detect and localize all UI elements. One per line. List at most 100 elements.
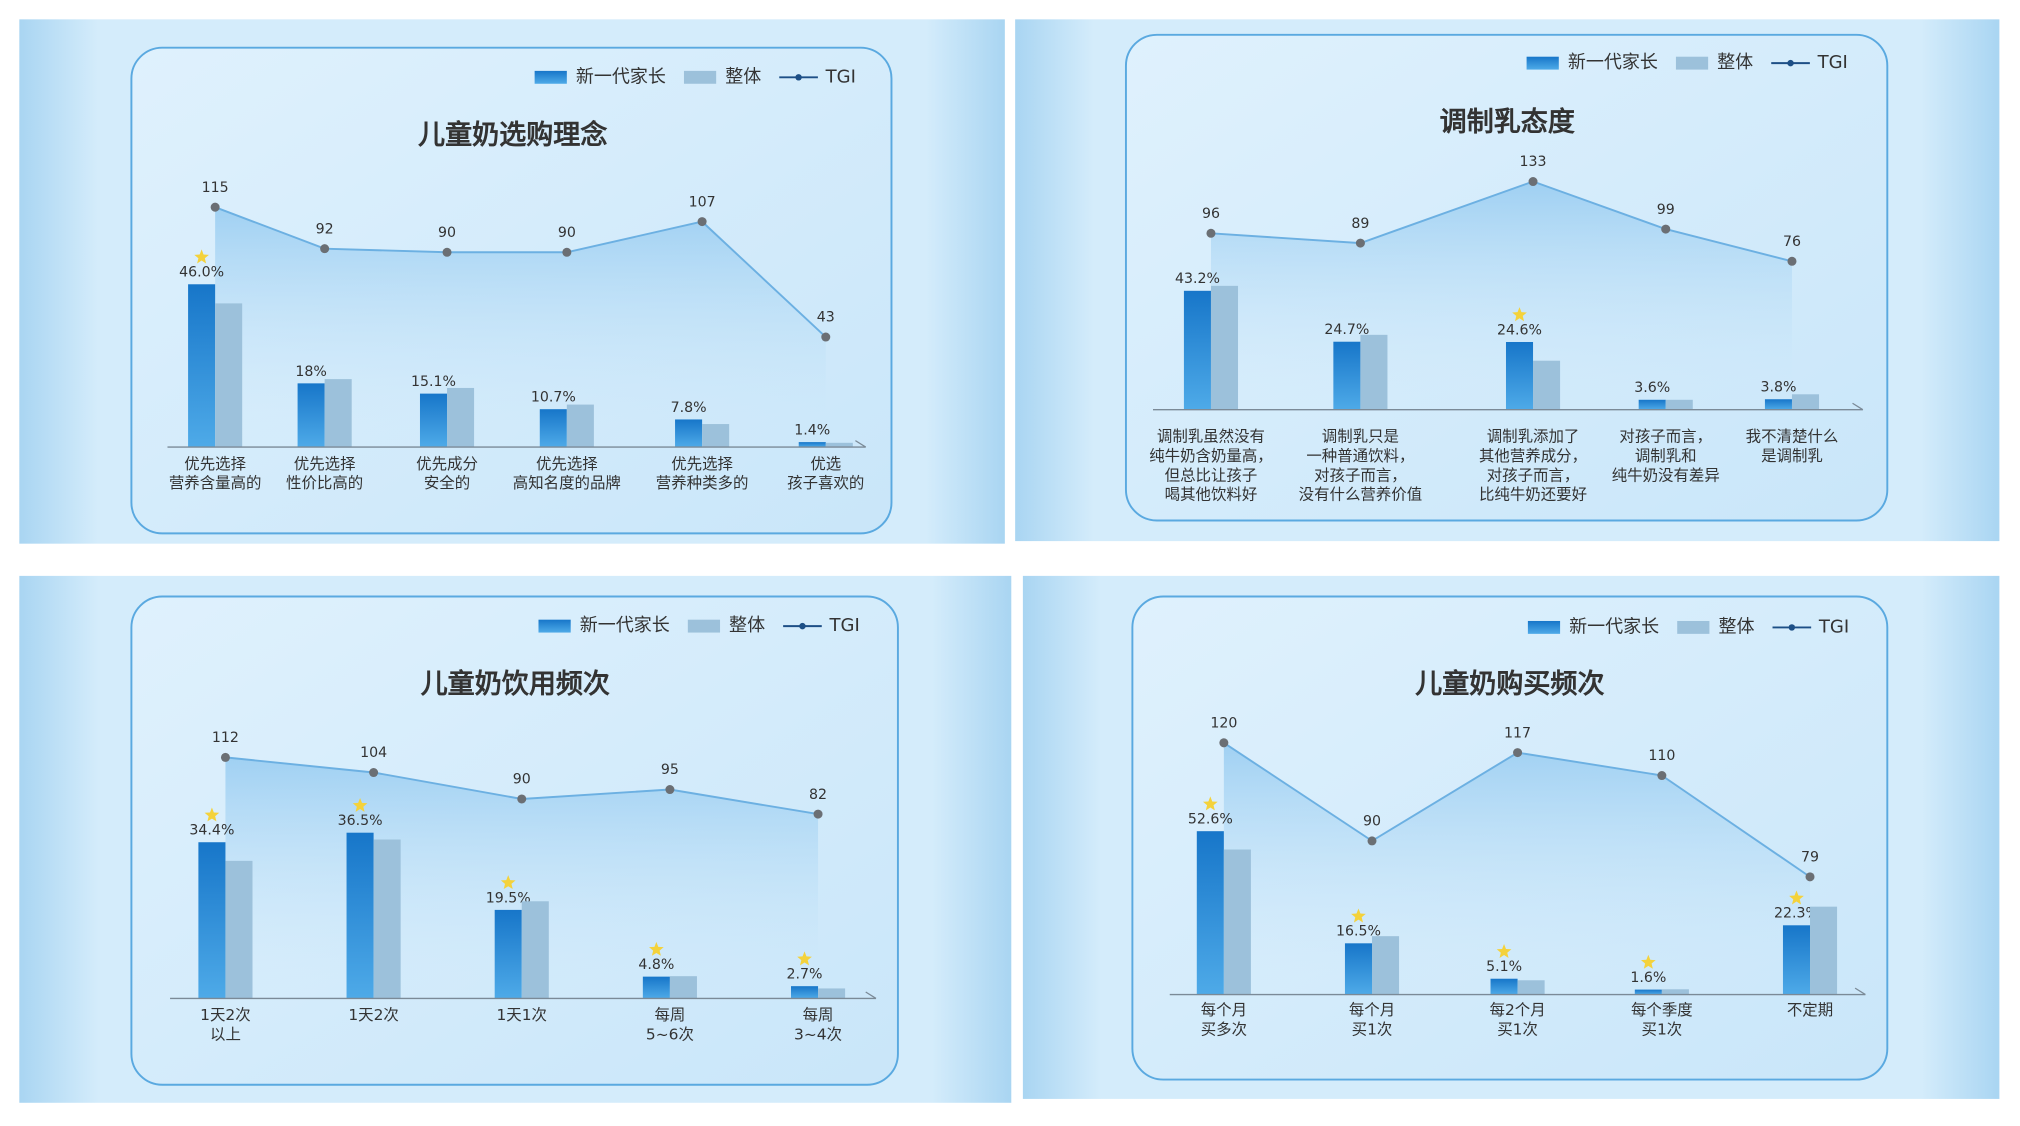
star <box>1640 954 1656 969</box>
tgi-point <box>1528 176 1538 187</box>
bar <box>1517 980 1545 995</box>
tick-label-line: 纯牛奶含奶量高， <box>1149 447 1273 465</box>
legend-label: 新一代家长 <box>1568 52 1658 73</box>
tick-label-line: 每个月 <box>1201 1001 1247 1019</box>
tick-label-line: 1天2次 <box>200 1006 251 1024</box>
tgi-label: 43 <box>817 310 835 326</box>
tgi-label: 120 <box>1210 715 1237 731</box>
x-tick-label: 每2个月买1次 <box>1490 1001 1546 1038</box>
tick-label-line: 1天2次 <box>348 1006 399 1024</box>
tgi-point <box>1513 748 1523 758</box>
x-tick-label: 优先选择高知名度的品牌 <box>513 454 621 491</box>
tick-label-line: 优先选择 <box>536 454 598 472</box>
bar <box>539 409 567 448</box>
legend-swatch <box>687 619 721 633</box>
bar <box>1810 906 1838 995</box>
data-label: 18% <box>295 364 326 380</box>
x-tick-label: 每周 5~6次 <box>646 1006 694 1043</box>
tgi-point <box>813 809 823 819</box>
star <box>194 249 209 264</box>
bar <box>215 303 243 448</box>
tgi-point <box>1805 872 1815 882</box>
x-tick-label: 调制乳只是一种普通饮料，对孩子而言，没有什么营养价值 <box>1299 427 1423 503</box>
bar <box>825 442 853 448</box>
tick-label-line: 对孩子而言， <box>1487 466 1580 484</box>
tgi-point <box>1355 238 1365 248</box>
bar <box>447 387 475 448</box>
tick-label-line: 安全的 <box>424 474 470 492</box>
data-label: 15.1% <box>411 374 456 390</box>
legend-label: TGI <box>1818 616 1849 637</box>
tgi-point <box>1661 224 1671 234</box>
legend-label: 新一代家长 <box>1569 616 1659 637</box>
tgi-point <box>1206 228 1216 238</box>
star <box>1512 307 1527 322</box>
bar <box>818 988 846 999</box>
tick-label-line: 比纯牛奶还要好 <box>1479 485 1587 503</box>
tick-label-line: 每个季度 <box>1631 1001 1693 1019</box>
bar <box>642 976 670 999</box>
legend-label: 整体 <box>1717 52 1753 73</box>
tgi-point <box>1787 256 1797 266</box>
bar <box>1638 399 1666 410</box>
legend-dot <box>1787 59 1794 67</box>
x-tick-label: 我不清楚什么是调制乳 <box>1746 427 1839 464</box>
bar <box>675 419 703 448</box>
tick-label-line: 买1次 <box>1497 1020 1538 1038</box>
star <box>1789 890 1804 905</box>
bar <box>419 393 448 448</box>
legend-swatch <box>683 70 717 84</box>
tgi-label: 95 <box>661 762 679 778</box>
tick-label-line: 性价比高的 <box>286 474 363 492</box>
data-label: 7.8% <box>671 400 707 416</box>
bar <box>1223 849 1251 995</box>
tick-label-line: 每周 <box>654 1006 685 1024</box>
x-tick-label: 1天1次 <box>496 1006 547 1024</box>
bar <box>702 424 730 448</box>
tgi-label: 89 <box>1351 216 1369 232</box>
data-label: 1.6% <box>1630 970 1666 986</box>
x-tick-label: 优选孩子喜欢的 <box>787 454 864 491</box>
x-tick-label: 每个月买多次 <box>1201 1001 1247 1038</box>
legend-label: 新一代家长 <box>576 66 666 87</box>
bar <box>521 901 549 999</box>
chart-panel: 儿童奶购买频次 新一代家长 整体 TGI 52.6% 16.5% 5.1% 1.6% 22.3%… <box>1022 575 2000 1099</box>
bar <box>324 379 352 448</box>
tick-label-line: 不定期 <box>1787 1001 1833 1019</box>
tick-label-line: 调制乳添加了 <box>1487 427 1580 445</box>
tgi-label: 90 <box>1363 814 1381 830</box>
tick-label-line: 营养种类多的 <box>656 474 749 492</box>
data-label: 3.8% <box>1760 380 1796 396</box>
data-label: 43.2% <box>1175 271 1220 287</box>
axis-arrow <box>1854 987 1866 996</box>
tgi-point <box>442 247 452 257</box>
x-tick-label: 优先选择性价比高的 <box>286 454 363 491</box>
bar <box>1791 394 1820 410</box>
bar <box>373 839 401 999</box>
legend-dot <box>1788 624 1796 631</box>
axis-arrow <box>865 991 877 999</box>
tick-label-line: 没有什么营养价值 <box>1299 485 1423 503</box>
data-label: 1.4% <box>794 423 830 439</box>
tgi-label: 133 <box>1520 154 1547 170</box>
tick-label-line: 高知名度的品牌 <box>513 474 621 492</box>
tgi-label: 104 <box>360 745 387 761</box>
tick-label-line: 每周 <box>803 1006 834 1024</box>
tick-label-line: 对孩子而言， <box>1314 466 1407 484</box>
axis-arrow <box>1852 402 1864 411</box>
tick-label-line: 优先选择 <box>184 454 246 472</box>
tick-label-line: 调制乳只是 <box>1322 427 1399 445</box>
tick-label-line: 营养含量高的 <box>169 474 262 492</box>
tgi-label: 82 <box>809 787 827 803</box>
tgi-label: 99 <box>1657 202 1675 218</box>
data-label: 3.6% <box>1634 380 1670 396</box>
bar <box>346 832 374 999</box>
star <box>1496 943 1512 958</box>
x-tick-label: 调制乳添加了其他营养成分，对孩子而言，比纯牛奶还要好 <box>1479 427 1587 503</box>
bar <box>297 383 325 448</box>
tgi-label: 79 <box>1801 850 1819 866</box>
bar <box>1634 989 1662 995</box>
data-label: 19.5% <box>486 890 531 906</box>
bar <box>1490 978 1518 995</box>
tick-label-line: 是调制乳 <box>1761 447 1823 465</box>
